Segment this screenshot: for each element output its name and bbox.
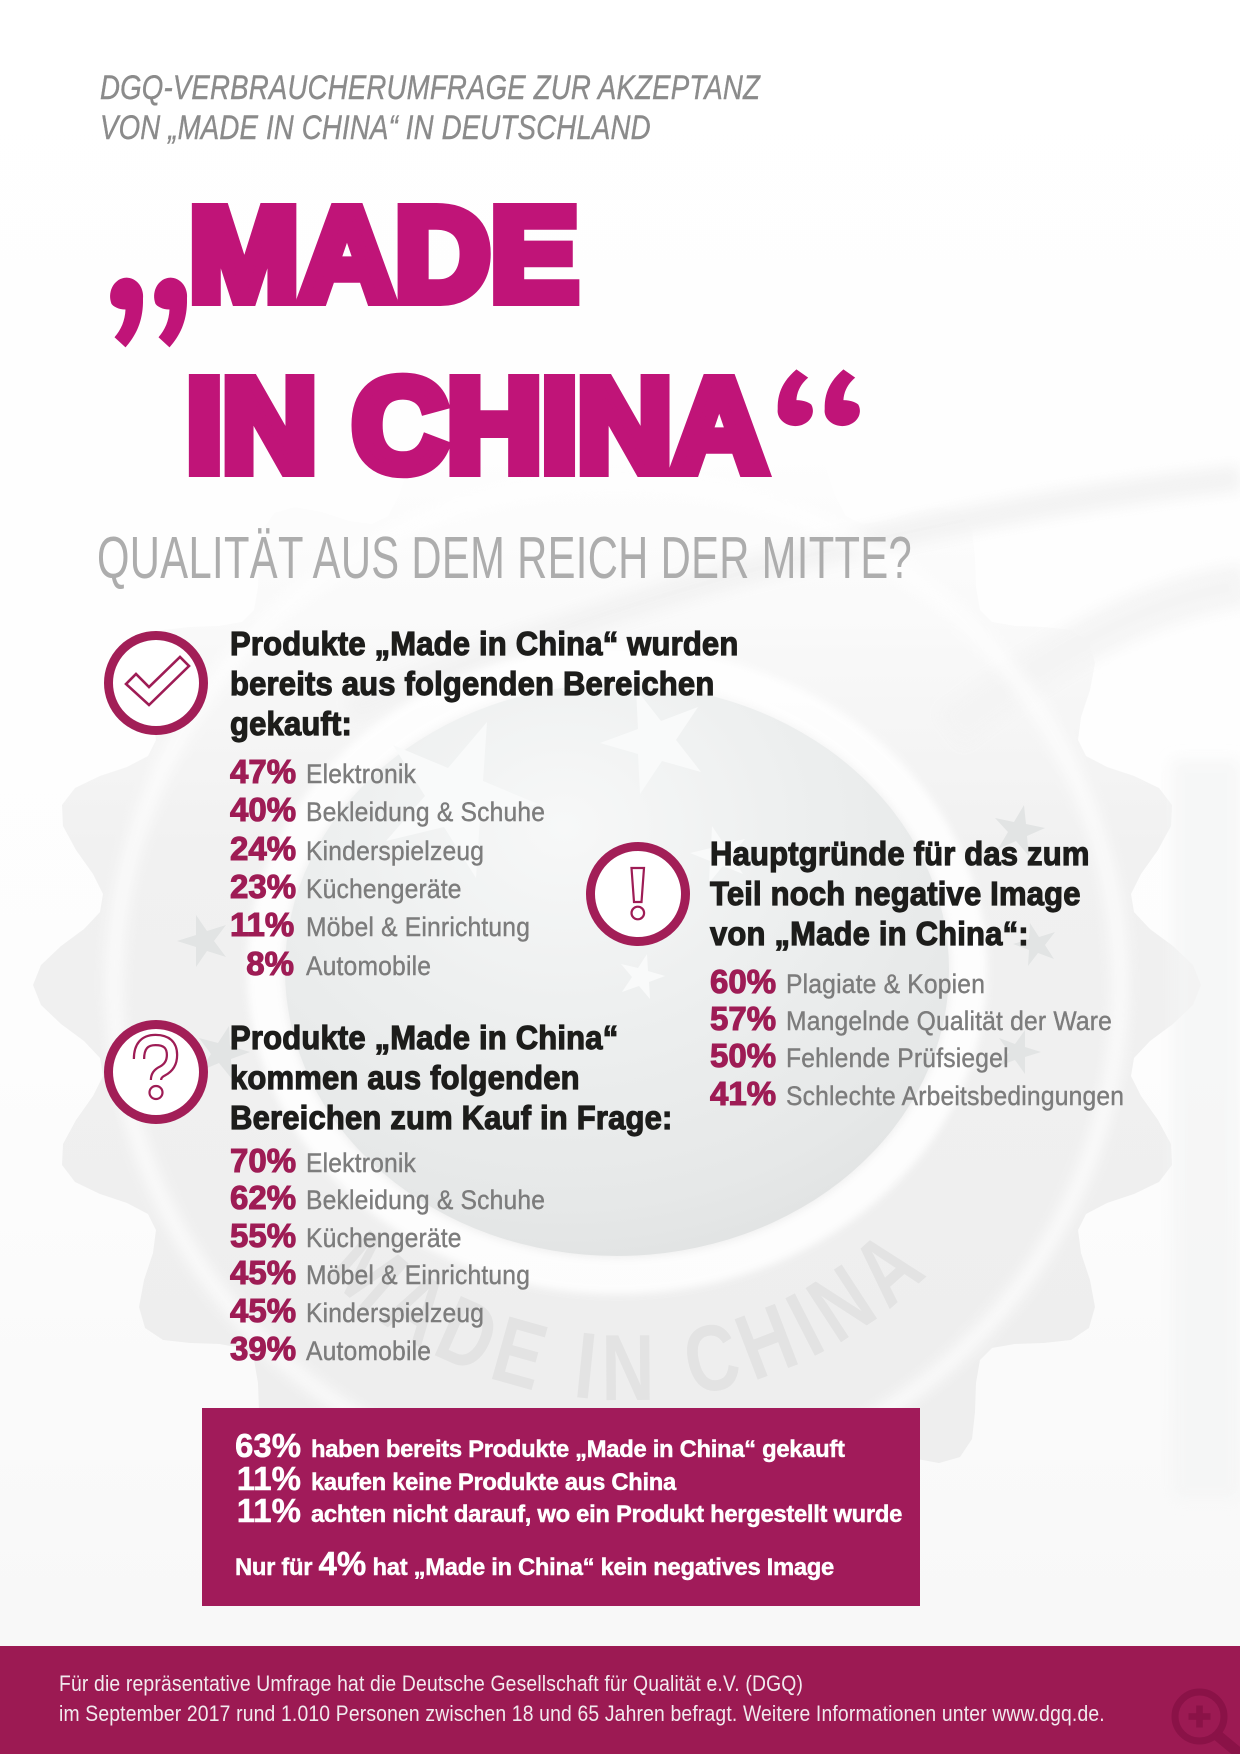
svg-text:IN CHINA: IN CHINA	[186, 352, 766, 500]
svg-text:N: N	[601, 1315, 654, 1420]
svg-text:MADE: MADE	[189, 181, 579, 329]
